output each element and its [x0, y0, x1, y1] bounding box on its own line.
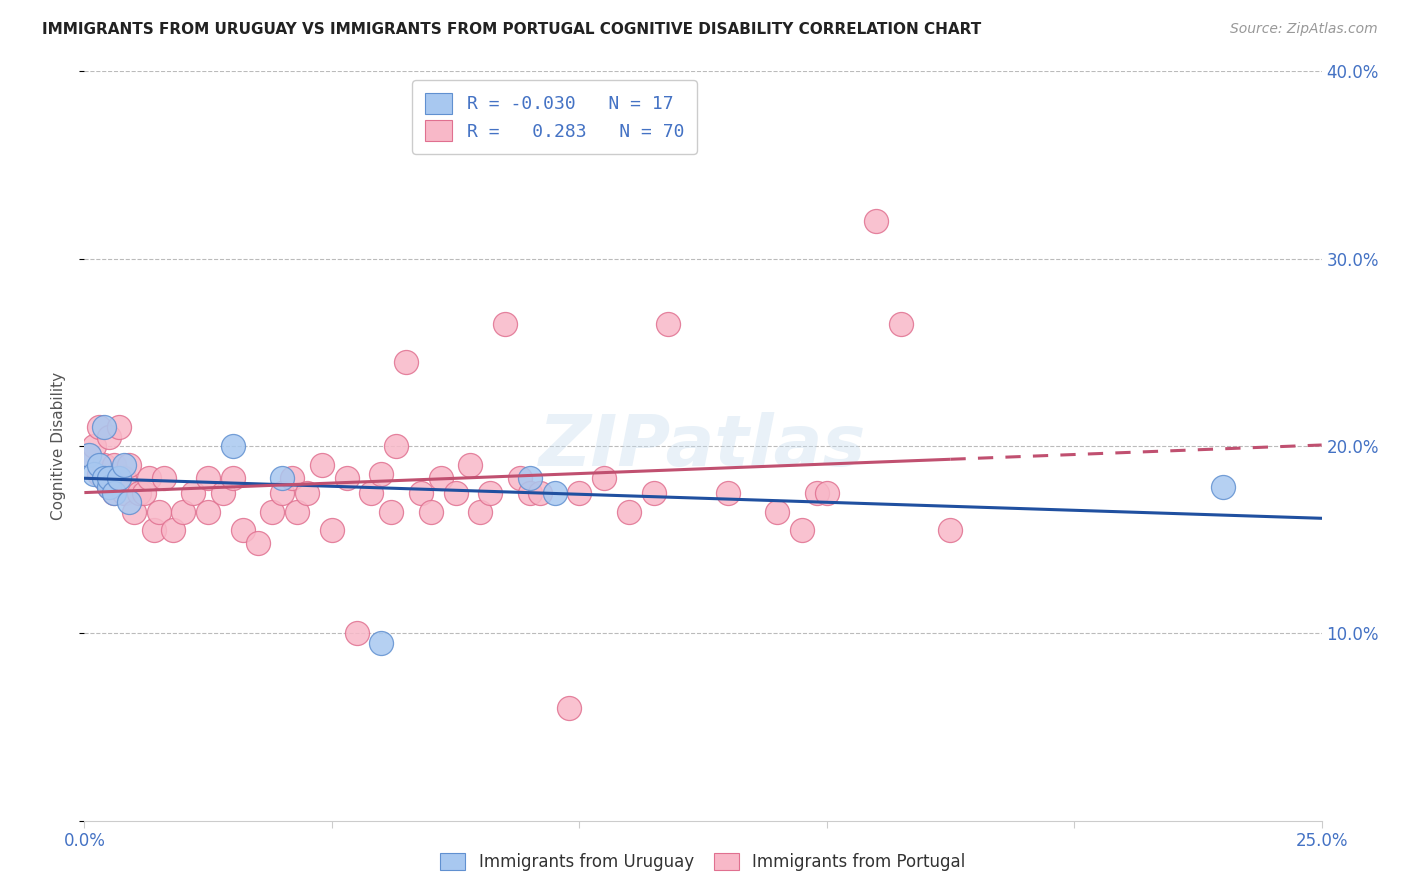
Point	[93, 458, 115, 472]
Text: ZIPatlas: ZIPatlas	[540, 411, 866, 481]
Point	[103, 486, 125, 500]
Point	[172, 505, 194, 519]
Point	[806, 486, 828, 500]
Text: Source: ZipAtlas.com: Source: ZipAtlas.com	[1230, 22, 1378, 37]
Point	[494, 318, 516, 332]
Point	[409, 486, 432, 500]
Point	[112, 471, 135, 485]
Point	[543, 486, 565, 500]
Legend: Immigrants from Uruguay, Immigrants from Portugal: Immigrants from Uruguay, Immigrants from…	[432, 845, 974, 880]
Point	[79, 449, 101, 463]
Point	[83, 439, 105, 453]
Point	[142, 524, 165, 538]
Point	[98, 430, 121, 444]
Point	[122, 505, 145, 519]
Point	[346, 626, 368, 640]
Point	[395, 355, 418, 369]
Point	[939, 524, 962, 538]
Point	[246, 536, 269, 550]
Point	[103, 486, 125, 500]
Point	[93, 420, 115, 434]
Point	[162, 524, 184, 538]
Point	[360, 486, 382, 500]
Point	[128, 486, 150, 500]
Point	[138, 471, 160, 485]
Point	[643, 486, 665, 500]
Point	[790, 524, 813, 538]
Point	[112, 486, 135, 500]
Point	[815, 486, 838, 500]
Point	[93, 471, 115, 485]
Point	[103, 458, 125, 472]
Point	[295, 486, 318, 500]
Point	[222, 439, 245, 453]
Point	[232, 524, 254, 538]
Point	[865, 214, 887, 228]
Point	[89, 420, 111, 434]
Point	[98, 480, 121, 494]
Point	[108, 471, 131, 485]
Point	[93, 471, 115, 485]
Point	[271, 486, 294, 500]
Point	[593, 471, 616, 485]
Point	[83, 467, 105, 482]
Legend: R = -0.030   N = 17, R =   0.283   N = 70: R = -0.030 N = 17, R = 0.283 N = 70	[412, 80, 697, 153]
Point	[717, 486, 740, 500]
Point	[118, 458, 141, 472]
Point	[385, 439, 408, 453]
Point	[509, 471, 531, 485]
Point	[890, 318, 912, 332]
Point	[766, 505, 789, 519]
Point	[212, 486, 235, 500]
Point	[519, 486, 541, 500]
Point	[148, 505, 170, 519]
Point	[479, 486, 502, 500]
Point	[470, 505, 492, 519]
Text: IMMIGRANTS FROM URUGUAY VS IMMIGRANTS FROM PORTUGAL COGNITIVE DISABILITY CORRELA: IMMIGRANTS FROM URUGUAY VS IMMIGRANTS FR…	[42, 22, 981, 37]
Point	[617, 505, 640, 519]
Point	[108, 420, 131, 434]
Point	[444, 486, 467, 500]
Point	[98, 471, 121, 485]
Point	[529, 486, 551, 500]
Point	[197, 505, 219, 519]
Point	[336, 471, 359, 485]
Point	[380, 505, 402, 519]
Point	[419, 505, 441, 519]
Point	[152, 471, 174, 485]
Point	[460, 458, 482, 472]
Point	[657, 318, 679, 332]
Point	[285, 505, 308, 519]
Point	[89, 467, 111, 482]
Point	[370, 635, 392, 649]
Point	[89, 458, 111, 472]
Point	[197, 471, 219, 485]
Point	[558, 701, 581, 715]
Point	[98, 480, 121, 494]
Point	[262, 505, 284, 519]
Point	[429, 471, 451, 485]
Point	[132, 486, 155, 500]
Point	[271, 471, 294, 485]
Point	[112, 458, 135, 472]
Y-axis label: Cognitive Disability: Cognitive Disability	[51, 372, 66, 520]
Point	[370, 467, 392, 482]
Point	[79, 449, 101, 463]
Point	[222, 471, 245, 485]
Point	[519, 471, 541, 485]
Point	[1212, 480, 1234, 494]
Point	[108, 471, 131, 485]
Point	[181, 486, 204, 500]
Point	[281, 471, 304, 485]
Point	[118, 495, 141, 509]
Point	[311, 458, 333, 472]
Point	[568, 486, 591, 500]
Point	[321, 524, 343, 538]
